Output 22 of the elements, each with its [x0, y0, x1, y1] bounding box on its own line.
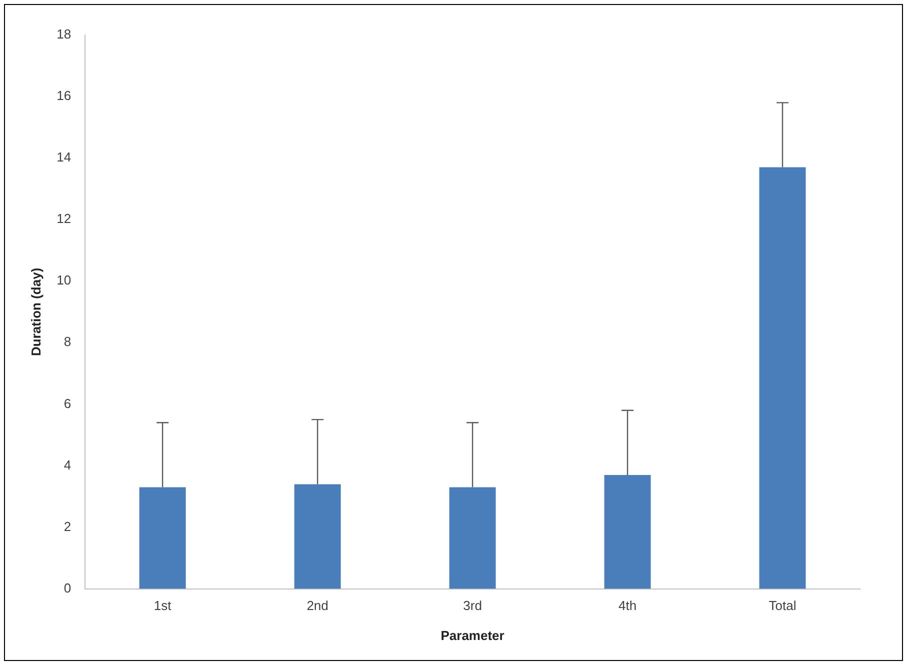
y-tick-label: 10: [56, 272, 72, 288]
y-tick-label: 16: [56, 88, 72, 104]
bar: [139, 487, 186, 589]
x-tick-label: 4th: [618, 598, 637, 614]
y-axis-title: Duration (day): [28, 268, 44, 356]
x-tick-label: Total: [768, 598, 796, 614]
y-tick-label: 14: [56, 150, 72, 165]
x-tick-label: 1st: [154, 598, 172, 614]
y-tick-label: 6: [64, 396, 72, 411]
bar: [759, 167, 806, 589]
y-tick-label: 8: [64, 334, 72, 350]
y-tick-label: 0: [64, 580, 72, 596]
y-tick-label: 18: [56, 26, 72, 42]
y-tick-label: 2: [64, 518, 72, 534]
x-tick-label: 3rd: [463, 598, 482, 614]
bar: [294, 484, 341, 589]
y-tick-label: 12: [56, 211, 72, 226]
y-tick-label: 4: [64, 457, 72, 472]
bar: [449, 487, 496, 589]
bar: [604, 474, 651, 589]
x-axis-title: Parameter: [440, 628, 504, 643]
x-tick-label: 2nd: [306, 598, 328, 614]
